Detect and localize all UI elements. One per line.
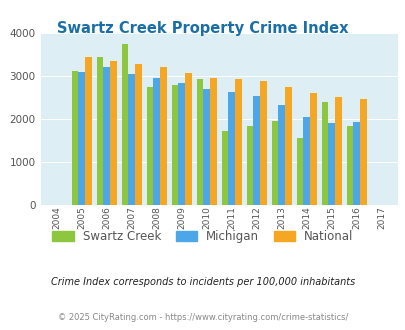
Bar bbox=[346, 126, 352, 205]
Bar bbox=[196, 79, 203, 205]
Bar bbox=[234, 79, 241, 205]
Bar bbox=[309, 93, 316, 205]
Bar bbox=[185, 73, 192, 205]
Bar bbox=[352, 122, 359, 205]
Bar bbox=[271, 121, 278, 205]
Bar bbox=[160, 67, 166, 205]
Bar bbox=[260, 82, 266, 205]
Bar bbox=[85, 57, 92, 205]
Text: © 2025 CityRating.com - https://www.cityrating.com/crime-statistics/: © 2025 CityRating.com - https://www.city… bbox=[58, 313, 347, 322]
Bar bbox=[128, 74, 135, 205]
Text: Swartz Creek Property Crime Index: Swartz Creek Property Crime Index bbox=[57, 21, 348, 36]
Bar bbox=[122, 44, 128, 205]
Bar bbox=[78, 73, 85, 205]
Bar bbox=[221, 131, 228, 205]
Bar bbox=[334, 97, 341, 205]
Bar bbox=[321, 103, 328, 205]
Bar bbox=[278, 105, 284, 205]
Bar bbox=[296, 138, 303, 205]
Bar bbox=[72, 71, 78, 205]
Bar bbox=[135, 64, 142, 205]
Text: Crime Index corresponds to incidents per 100,000 inhabitants: Crime Index corresponds to incidents per… bbox=[51, 278, 354, 287]
Bar bbox=[228, 92, 234, 205]
Bar bbox=[303, 117, 309, 205]
Bar bbox=[103, 67, 110, 205]
Bar bbox=[96, 57, 103, 205]
Bar bbox=[178, 83, 185, 205]
Bar bbox=[110, 61, 117, 205]
Bar bbox=[246, 126, 253, 205]
Bar bbox=[253, 96, 260, 205]
Bar bbox=[171, 85, 178, 205]
Bar bbox=[328, 123, 334, 205]
Bar bbox=[210, 78, 216, 205]
Bar bbox=[359, 99, 366, 205]
Bar bbox=[153, 78, 160, 205]
Bar bbox=[203, 89, 210, 205]
Bar bbox=[146, 86, 153, 205]
Legend: Swartz Creek, Michigan, National: Swartz Creek, Michigan, National bbox=[52, 230, 353, 243]
Bar bbox=[284, 86, 291, 205]
